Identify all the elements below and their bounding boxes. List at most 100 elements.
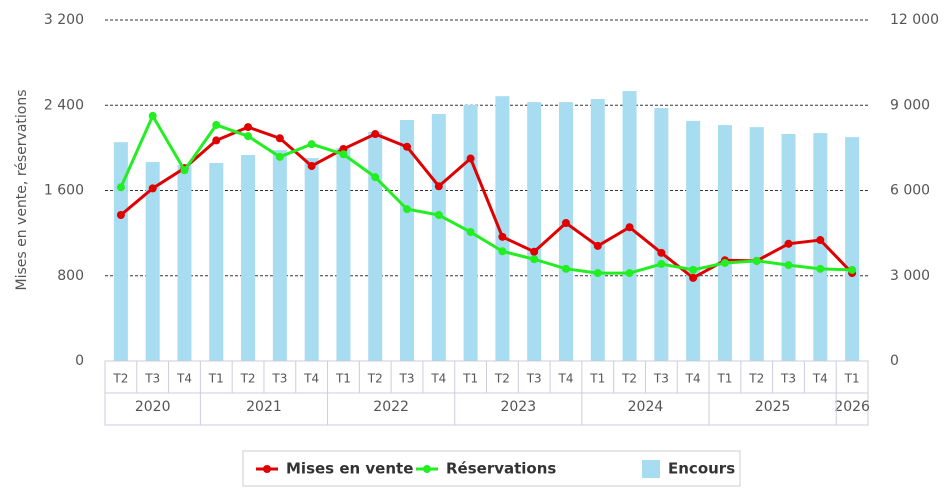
x-tick-label: T4 — [685, 372, 701, 386]
x-tick-label: T4 — [176, 372, 192, 386]
x-tick-label: T4 — [812, 372, 828, 386]
bar — [590, 98, 605, 361]
line-point — [561, 264, 570, 273]
x-tick-label: T4 — [430, 372, 446, 386]
line-point — [403, 205, 412, 214]
line-point — [180, 166, 189, 175]
line-point — [848, 265, 857, 274]
line-point — [371, 130, 380, 139]
line-point — [593, 241, 602, 250]
x-tick-label: T3 — [526, 372, 542, 386]
bar — [717, 125, 732, 362]
line-point — [593, 269, 602, 278]
line-series — [119, 112, 853, 275]
line-point — [466, 154, 475, 163]
x-tick-label: T1 — [716, 372, 732, 386]
line-point — [434, 182, 443, 191]
bar — [368, 131, 383, 361]
bar — [686, 120, 701, 361]
legend-label: Réservations — [446, 460, 556, 478]
line-point — [784, 261, 793, 270]
y-tick-label: 800 — [57, 268, 84, 284]
line-point — [625, 223, 634, 232]
year-label: 2025 — [755, 399, 791, 415]
bar — [145, 162, 160, 361]
x-tick-label: T1 — [462, 372, 478, 386]
line-point — [816, 264, 825, 273]
line-point — [498, 247, 507, 256]
bar — [241, 154, 256, 361]
legend-dot — [423, 465, 431, 473]
line-point — [752, 256, 761, 265]
x-tick-label: T1 — [844, 372, 860, 386]
x-tick-label: T3 — [653, 372, 669, 386]
line-point — [116, 183, 125, 192]
x-tick-label: T2 — [112, 372, 128, 386]
line-point — [498, 232, 507, 241]
line-point — [657, 260, 666, 269]
bar — [400, 120, 415, 361]
year-label: 2023 — [500, 399, 536, 415]
x-tick-label: T2 — [748, 372, 764, 386]
x-tick-label: T4 — [557, 372, 573, 386]
line-point — [625, 269, 634, 278]
line-point — [403, 142, 412, 151]
x-tick-label: T2 — [240, 372, 256, 386]
line-point — [689, 273, 698, 282]
year-label: 2020 — [135, 399, 171, 415]
x-tick-label: T2 — [367, 372, 383, 386]
line-point — [530, 247, 539, 256]
x-tick-label: T4 — [303, 372, 319, 386]
line-point — [657, 248, 666, 257]
y-axis-label: Mises en vente, réservations — [14, 89, 30, 290]
bar — [495, 96, 510, 361]
year-label: 2021 — [246, 399, 282, 415]
bar — [527, 102, 542, 361]
x-tick-label: T1 — [589, 372, 605, 386]
bar — [813, 133, 828, 361]
legend-dot — [263, 465, 271, 473]
line-point — [275, 152, 284, 161]
year-label: 2022 — [373, 399, 409, 415]
y-tick-label: 2 400 — [44, 97, 84, 113]
bar — [272, 150, 287, 361]
line-point — [307, 161, 316, 170]
line-point — [339, 150, 348, 159]
y-tick-label: 0 — [75, 353, 84, 369]
line-point — [530, 255, 539, 264]
line-point — [275, 134, 284, 143]
x-tick-label: T3 — [271, 372, 287, 386]
line-point — [148, 184, 157, 193]
line-point — [466, 228, 475, 237]
bar — [336, 147, 351, 361]
year-label: 2026 — [834, 399, 870, 415]
x-tick-label: T3 — [399, 372, 415, 386]
line-point — [244, 132, 253, 141]
x-tick-label: T2 — [494, 372, 510, 386]
x-tick-label: T1 — [208, 372, 224, 386]
x-tick-label: T2 — [621, 372, 637, 386]
line-point — [116, 211, 125, 220]
bar — [177, 164, 192, 361]
line-point — [784, 239, 793, 248]
line-point — [434, 211, 443, 220]
y2-tick-label: 9 000 — [890, 97, 930, 113]
legend-swatch — [642, 460, 660, 478]
y2-tick-label: 3 000 — [890, 268, 930, 284]
y-tick-label: 3 200 — [44, 12, 84, 28]
line-point — [371, 173, 380, 182]
line-point — [244, 123, 253, 132]
line-point — [212, 120, 221, 129]
line-point — [689, 265, 698, 274]
bar — [654, 108, 669, 361]
bar — [845, 137, 860, 361]
legend-label: Mises en vente — [286, 460, 413, 478]
bar — [209, 162, 224, 361]
x-tick-label: T1 — [335, 372, 351, 386]
x-tick-label: T3 — [144, 372, 160, 386]
bar — [558, 102, 573, 361]
year-label: 2024 — [628, 399, 664, 415]
bar — [113, 142, 128, 361]
y2-tick-label: 12 000 — [890, 12, 939, 28]
